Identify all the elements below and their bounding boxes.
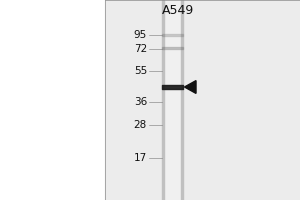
Text: 36: 36: [134, 97, 147, 107]
Text: 28: 28: [134, 120, 147, 130]
Polygon shape: [184, 81, 196, 93]
Text: 17: 17: [134, 153, 147, 163]
Text: 95: 95: [134, 30, 147, 40]
Text: 55: 55: [134, 66, 147, 76]
Text: A549: A549: [162, 3, 195, 17]
Text: 72: 72: [134, 44, 147, 54]
